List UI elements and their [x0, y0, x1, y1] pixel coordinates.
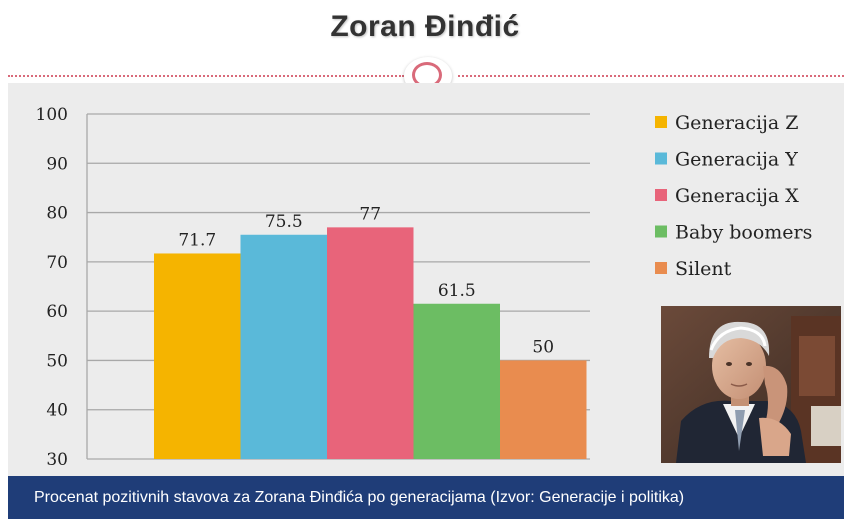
portrait-photo	[661, 306, 841, 463]
legend-entry: Baby boomers	[675, 222, 812, 244]
legend-swatch	[655, 225, 667, 238]
data-label: 77	[359, 204, 381, 224]
page-title: Zoran Đinđić	[330, 10, 520, 43]
bar-chart: 30 40 50 60 70 80 90 100 71.7 75.5 77 61.5 50 Generac…	[36, 105, 813, 470]
legend-entry: Generacija Z	[675, 112, 799, 134]
legend-entry: Silent	[675, 258, 732, 280]
data-label: 61.5	[438, 281, 476, 301]
data-label: 50	[532, 337, 554, 357]
legend-swatch	[655, 189, 667, 201]
legend-entry: Generacija X	[675, 185, 799, 207]
chart-panel: 30 40 50 60 70 80 90 100 71.7 75.5 77 61.5 50 Generac…	[8, 83, 844, 476]
caption-bar: Procenat pozitivnih stavova za Zorana Đi…	[8, 476, 844, 519]
legend-swatch	[655, 116, 667, 128]
bar	[327, 227, 414, 459]
y-tick-label: 100	[36, 105, 68, 125]
y-tick-label: 80	[46, 204, 68, 224]
y-tick-label: 50	[46, 351, 68, 371]
y-tick-label: 40	[46, 401, 68, 421]
bar	[154, 253, 241, 459]
y-tick-label: 60	[46, 302, 68, 322]
legend-swatch	[655, 262, 667, 274]
y-tick-label: 30	[46, 450, 68, 470]
bar	[240, 234, 327, 459]
y-tick-label: 90	[46, 154, 68, 174]
divider-line-right	[458, 75, 844, 77]
bar	[500, 360, 587, 459]
data-label: 75.5	[265, 212, 303, 232]
divider-line-left	[8, 75, 404, 77]
legend-swatch	[655, 152, 667, 165]
y-tick-label: 70	[46, 253, 68, 273]
legend-entry: Generacija Y	[675, 149, 798, 171]
data-label: 71.7	[178, 230, 216, 250]
bar	[413, 303, 500, 459]
